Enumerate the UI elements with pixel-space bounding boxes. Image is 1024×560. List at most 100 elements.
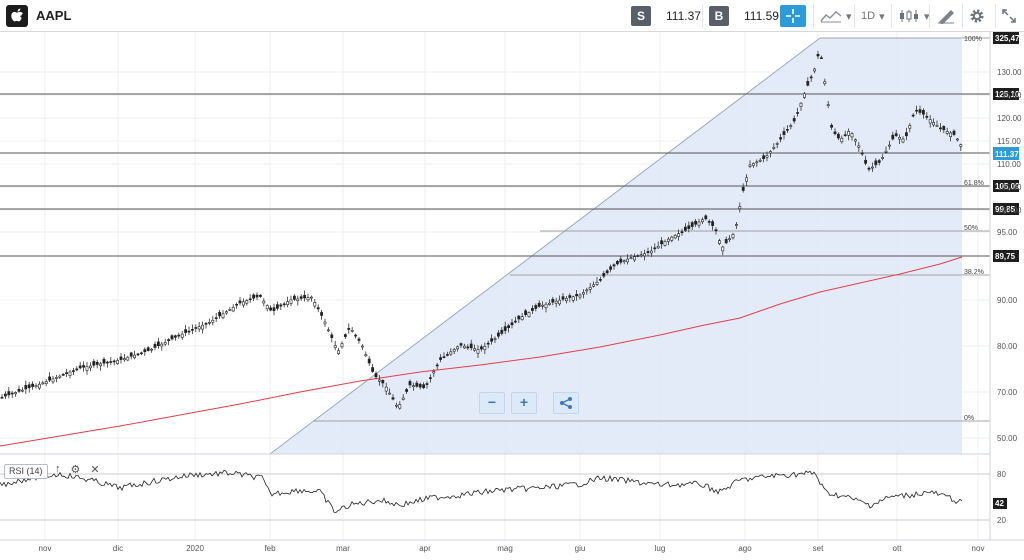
y-axis-tick: 110.00	[997, 160, 1021, 169]
candle	[51, 375, 55, 384]
candle	[799, 102, 803, 111]
candle	[602, 270, 606, 279]
candle	[571, 295, 575, 303]
zoom-in-button[interactable]: +	[511, 392, 537, 414]
candle	[384, 382, 388, 396]
candle	[595, 277, 599, 287]
zoom-controls: − +	[479, 392, 579, 414]
candle	[405, 387, 409, 394]
candle	[235, 302, 239, 309]
price-tag: 89,75	[993, 250, 1019, 262]
candle	[150, 347, 154, 353]
candle	[54, 374, 58, 383]
candle	[836, 132, 840, 141]
candle	[513, 316, 517, 324]
y-axis-tick: 80.00	[997, 342, 1018, 351]
x-axis-tick: nov	[972, 544, 985, 553]
buy-button[interactable]: B	[709, 6, 729, 26]
close-icon[interactable]: ✕	[90, 464, 100, 476]
candle	[265, 304, 269, 312]
candle	[177, 332, 181, 339]
candle	[840, 135, 844, 144]
candle	[632, 253, 636, 262]
candle	[99, 361, 103, 371]
x-axis-tick: 2020	[186, 544, 204, 553]
candle	[564, 296, 568, 304]
candle	[955, 137, 959, 142]
candle	[415, 380, 419, 388]
candle	[248, 294, 252, 303]
candle	[656, 241, 660, 249]
x-axis-tick: mag	[497, 544, 513, 553]
candle	[527, 311, 531, 318]
candle	[180, 330, 184, 340]
candle	[605, 269, 609, 275]
candle	[741, 183, 745, 193]
chevron-down-icon: ▾	[879, 10, 885, 23]
candle	[609, 264, 613, 273]
fib-level-label: 61.8%	[964, 180, 984, 187]
candle	[537, 300, 541, 308]
rsi-indicator-label[interactable]: RSI (14)	[4, 464, 48, 479]
candle	[619, 255, 623, 265]
candle	[82, 361, 86, 372]
x-axis-tick: feb	[264, 544, 276, 553]
rsi-current-tag: 42	[993, 498, 1007, 509]
candle	[282, 301, 286, 308]
toolbar: AAPL S 111.37 B 111.59 ▾ 1D ▾ ▾	[0, 0, 1024, 32]
candle	[534, 303, 538, 312]
candle	[762, 153, 766, 163]
zoom-out-button[interactable]: −	[479, 392, 505, 414]
sell-button[interactable]: S	[631, 6, 651, 26]
candle	[218, 309, 222, 319]
price-tag: 105,09	[993, 180, 1020, 192]
candle	[347, 323, 351, 334]
candle	[860, 149, 864, 156]
candle	[728, 235, 732, 242]
settings-button[interactable]	[969, 7, 985, 25]
candle	[901, 136, 905, 144]
candle-style-dropdown[interactable]: ▾	[898, 7, 930, 25]
candle	[816, 50, 820, 60]
candle	[136, 352, 140, 357]
y-axis-tick: 130.00	[997, 68, 1022, 77]
x-axis-tick: dic	[113, 544, 123, 553]
candle	[221, 310, 225, 320]
candle	[0, 393, 4, 399]
crosshair-button[interactable]	[780, 5, 806, 27]
candle	[847, 128, 851, 141]
candle	[343, 333, 347, 339]
fib-level-label: 50%	[964, 225, 978, 232]
candle	[316, 304, 320, 313]
fullscreen-button[interactable]	[1002, 7, 1016, 25]
move-up-icon[interactable]: ↑	[55, 463, 61, 475]
candle	[507, 323, 511, 333]
candle	[208, 318, 211, 326]
candle	[949, 131, 953, 142]
chart-type-dropdown[interactable]: ▾	[820, 7, 852, 25]
share-button[interactable]	[553, 392, 579, 414]
gear-icon[interactable]: ⚙	[70, 464, 81, 476]
candle	[167, 338, 171, 346]
candle	[462, 343, 466, 350]
candle	[700, 217, 704, 225]
rsi-line	[0, 469, 963, 513]
candle	[612, 263, 616, 270]
candle	[456, 345, 460, 352]
price-chart[interactable]: 100% 325,47 125,10 61.8% 105,09 99,85 50% 89,75…	[0, 32, 1024, 560]
candle	[194, 324, 198, 332]
candle	[935, 120, 939, 127]
candle	[408, 379, 412, 388]
candle	[309, 295, 313, 302]
candle	[707, 219, 711, 226]
candle	[174, 334, 177, 341]
candle	[819, 55, 823, 60]
candle	[592, 281, 596, 288]
candle	[493, 336, 497, 343]
candle	[445, 351, 449, 357]
candle	[153, 341, 157, 351]
timeframe-dropdown[interactable]: 1D ▾	[861, 7, 885, 25]
candle	[826, 100, 830, 109]
drawing-tools-button[interactable]	[936, 7, 956, 25]
candle	[908, 123, 912, 133]
